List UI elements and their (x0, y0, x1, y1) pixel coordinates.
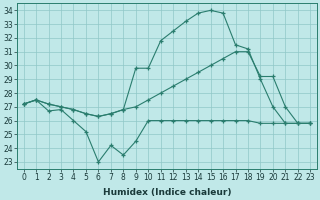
X-axis label: Humidex (Indice chaleur): Humidex (Indice chaleur) (103, 188, 231, 197)
